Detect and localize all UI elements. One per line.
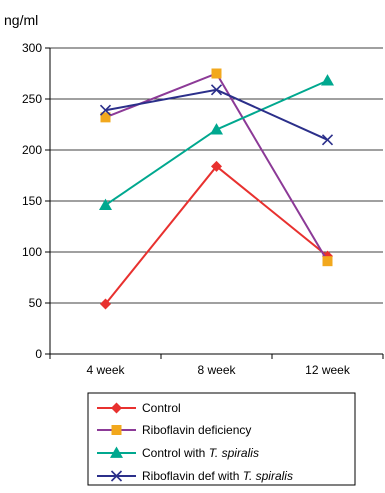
point-series-1-2 (322, 256, 333, 267)
legend-marker-1 (111, 425, 122, 435)
y-axis-title: ng/ml (4, 12, 38, 28)
gridlines (50, 47, 383, 304)
x-tick-label-4-week: 4 week (86, 363, 125, 377)
y-tick-label-250: 250 (22, 92, 42, 106)
y-tick-label-0: 0 (35, 347, 42, 361)
y-tick-label-300: 300 (22, 41, 42, 55)
point-series-0-1 (211, 160, 222, 172)
x-tick-label-8-week: 8 week (197, 363, 236, 377)
point-series-3-2 (321, 134, 334, 146)
y-tick-label-200: 200 (22, 143, 42, 157)
y-tick-labels: 0 50 100 150 200 250 300 (22, 41, 50, 361)
point-series-2-2 (321, 74, 334, 86)
y-tick-label-100: 100 (22, 245, 42, 259)
legend-item-3: Riboflavin def with T. spiralis (97, 469, 293, 483)
point-series-2-0 (99, 198, 112, 210)
legend-label-1: Riboflavin deficiency (142, 423, 251, 437)
legend-item-2: Control with T. spiralis (97, 446, 259, 460)
point-series-3-1 (210, 84, 223, 96)
series-group (99, 68, 334, 310)
y-tick-label-50: 50 (29, 296, 43, 310)
legend-item-1: Riboflavin deficiency (97, 423, 251, 437)
series-0 (100, 160, 333, 310)
point-series-3-0 (99, 104, 112, 116)
y-tick-label-150: 150 (22, 194, 42, 208)
series-3 (99, 84, 334, 146)
point-series-2-1 (210, 123, 223, 135)
legend-marker-0 (111, 402, 122, 414)
x-tick-label-12-week: 12 week (305, 363, 351, 377)
legend-label-0: Control (142, 401, 181, 415)
legend-label-3: Riboflavin def with T. spiralis (142, 469, 293, 483)
legend-label-2: Control with T. spiralis (142, 446, 259, 460)
legend-marker-2 (110, 446, 123, 458)
legend-item-0: Control (97, 401, 181, 415)
legend-box (87, 392, 356, 486)
point-series-0-0 (100, 298, 111, 310)
series-line-0 (104, 164, 329, 305)
series-2 (99, 74, 334, 210)
legend-marker-3 (110, 470, 123, 482)
point-series-1-0 (100, 112, 111, 123)
legend: Control Riboflavin deficiency Control with… (87, 392, 356, 486)
point-series-1-1 (211, 68, 222, 79)
x-tick-labels: 4 week 8 week 12 week (49, 354, 384, 377)
